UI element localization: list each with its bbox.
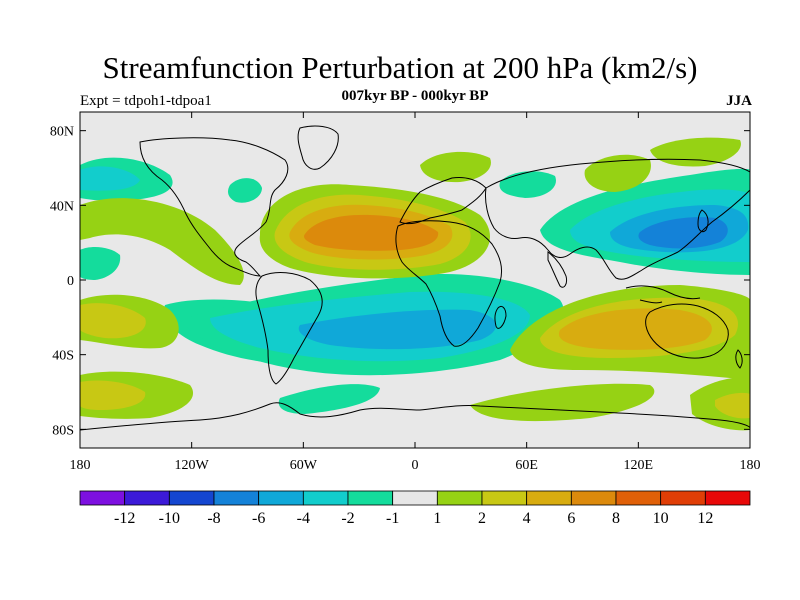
y-tick-label: 40N <box>50 199 74 214</box>
colorbar-label: 2 <box>478 510 486 527</box>
map-panel: 180 120W 60W 0 60E 120E 180 80N 40N 0 40S 80S <box>50 111 761 473</box>
colorbar-label: -6 <box>252 510 265 527</box>
coast-africa <box>395 220 503 347</box>
y-tick-label: 80N <box>50 125 74 140</box>
contour-pos-southern-west-core <box>80 380 146 410</box>
colorbar-swatch <box>481 490 528 506</box>
coast-indonesia <box>625 285 701 304</box>
experiment-label: Expt = tdpoh1-tdpoa1 <box>80 93 212 109</box>
coast-new-zealand <box>735 349 743 369</box>
contour-neg-north-europe <box>499 171 556 198</box>
y-tick-label: 0 <box>67 274 74 289</box>
colorbar-label: -12 <box>114 510 135 527</box>
colorbar-label: -4 <box>297 510 310 527</box>
colorbar-label: -1 <box>386 510 399 527</box>
contour-neg-southern-ocean <box>278 384 380 414</box>
colorbar-label: 12 <box>697 510 713 527</box>
colorbar-label: 6 <box>567 510 575 527</box>
colorbar-swatch <box>79 490 126 506</box>
colorbar-swatch <box>168 490 215 506</box>
colorbar: -12 -10 -8 -6 -4 -2 -1 1 2 4 6 8 10 12 <box>79 490 751 527</box>
coastlines <box>80 125 750 431</box>
x-tick-label: 60E <box>515 458 538 473</box>
contour-neg-north-pacific-core <box>80 166 140 191</box>
coast-asia <box>485 158 750 280</box>
x-tick-label: 180 <box>740 458 761 473</box>
x-tick-label: 180 <box>70 458 91 473</box>
colorbar-swatch <box>526 490 572 506</box>
x-tick-label: 120E <box>624 458 654 473</box>
season-label: JJA <box>726 93 752 109</box>
colorbar-swatch <box>615 490 662 506</box>
colorbar-label: -8 <box>207 510 220 527</box>
colorbar-label: -2 <box>341 510 354 527</box>
colorbar-swatch <box>124 490 170 506</box>
colorbar-swatch <box>570 490 617 506</box>
x-tick-label: 120W <box>175 458 210 473</box>
coast-australia <box>645 303 729 359</box>
colorbar-swatch <box>213 490 260 506</box>
x-tick-label: 60W <box>290 458 318 473</box>
colorbar-swatch <box>704 490 751 506</box>
contour-neg-equatorial-pacific <box>80 247 121 280</box>
colorbar-swatch <box>436 490 483 506</box>
coast-japan <box>697 209 709 233</box>
y-tick-label: 40S <box>52 349 74 364</box>
contour-pos-pacific-band <box>80 198 244 285</box>
contour-neg-north-atlantic <box>228 178 262 203</box>
x-tick-label: 0 <box>412 458 419 473</box>
contour-pos-subantarctic-indian <box>470 383 655 422</box>
colorbar-swatch <box>392 490 438 506</box>
coast-madagascar <box>494 305 507 329</box>
y-tick-label: 80S <box>52 423 74 438</box>
colorbar-swatch <box>302 490 349 506</box>
contour-pos-arctic-europe <box>420 151 491 183</box>
figure-subtitle: 007kyr BP - 000kyr BP <box>341 88 489 104</box>
coast-greenland <box>297 125 339 170</box>
colorbar-swatch <box>660 490 706 506</box>
contour-pos-far-southeast-core <box>715 392 750 419</box>
colorbar-swatch <box>347 490 394 506</box>
contour-neg-south-atlantic-inner <box>298 309 497 350</box>
colorbar-label: 4 <box>523 510 531 527</box>
figure-title: Streamfunction Perturbation at 200 hPa (… <box>102 50 698 85</box>
colorbar-label: 10 <box>653 510 669 527</box>
map-ticks: 180 120W 60W 0 60E 120E 180 80N 40N 0 40S 80S <box>50 112 761 473</box>
contour-pos-north-asia <box>584 154 651 192</box>
coast-antarctica <box>80 402 750 431</box>
coast-south-america <box>255 272 323 385</box>
colorbar-swatch <box>258 490 304 506</box>
contour-fills <box>80 137 750 431</box>
colorbar-label: 8 <box>612 510 620 527</box>
contour-pos-australia-inner <box>558 308 712 350</box>
colorbar-label: 1 <box>433 510 441 527</box>
contour-pos-south-pacific-core <box>80 303 146 339</box>
coast-india <box>547 250 567 288</box>
coast-north-america <box>139 137 289 277</box>
contour-neg-asia-core <box>638 217 728 249</box>
colorbar-label: -10 <box>159 510 180 527</box>
